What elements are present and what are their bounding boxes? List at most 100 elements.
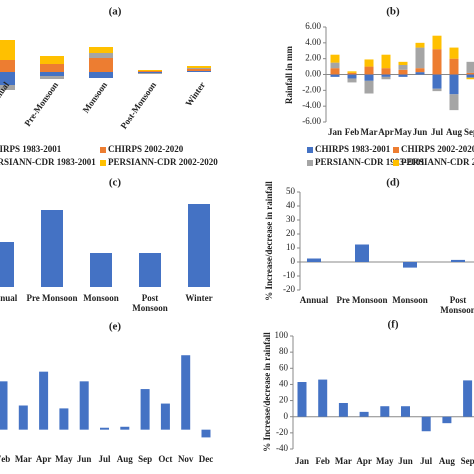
bar-segment [330,62,340,69]
bar-segment [330,68,340,75]
bar-segment [381,74,391,77]
y-axis-label: Rainfall in mm [284,46,294,105]
x-tick-label: Feb [344,127,360,137]
bar-segment [364,66,374,75]
x-tick-label: Aug [445,127,462,137]
bar-segment [89,72,113,78]
bar-segment [138,73,162,74]
y-tick-label: -4.00 [302,100,321,110]
y-tick-label: 20 [286,228,296,238]
x-tick-label: Dec [198,454,214,464]
bar-segment [449,94,459,111]
bar-segment [415,68,425,73]
bar-segment [138,71,162,72]
bar [139,253,161,287]
x-tick-label: Mar [360,127,378,137]
y-tick-label: -2.00 [302,84,321,94]
panel-title: (b) [386,6,400,18]
bar-segment [40,64,64,72]
bar [359,411,369,417]
bar-segment [0,40,15,60]
x-tick-label: Mar [334,456,352,466]
bar-segment [364,80,374,94]
bar-segment [415,42,425,48]
bar [0,381,8,430]
x-tick-label: Post Monsoon [440,295,474,315]
panel-title: (e) [109,321,122,333]
x-tick-label: Post Monsoon [132,293,168,313]
bar-segment [432,35,442,50]
legend-label: CHIRPS 1983-2001 [315,144,391,154]
bar [403,262,417,268]
y-tick-label: 80 [279,346,289,356]
x-tick-label: Sep [138,454,153,464]
bar [297,382,307,417]
x-tick-label: Annual [299,295,329,305]
x-tick-label: Sep [460,456,474,466]
bar-segment [330,74,340,77]
x-tick-label: Monsoon [392,295,428,305]
bar-segment [466,61,474,73]
x-tick-label: Oct [158,454,173,464]
bar-segment [187,66,211,68]
x-tick-label: Aug [438,456,455,466]
x-tick-label: Jun [398,456,413,466]
legend-swatch [100,147,106,153]
y-tick-label: 50 [286,186,296,196]
bar-segment [138,72,162,73]
bar [79,381,89,430]
bar-segment [398,74,408,77]
bar-segment [364,74,374,81]
bar-segment [347,71,357,73]
y-tick-label: 30 [286,214,296,224]
bar-segment [381,68,391,75]
bar [307,258,321,262]
bar [355,244,369,262]
y-tick-label: 2.00 [305,53,321,63]
legend-label: CHIRPS 2002-2020 [401,144,474,154]
bar-segment [432,88,442,92]
legend-swatch [393,160,399,166]
bar-segment [432,49,442,75]
legend-label: PERSIANN-CDR 1983-2001 [315,157,425,167]
x-tick-label: Annual [0,293,18,303]
bar-segment [466,74,474,78]
bar-segment [415,72,425,75]
x-tick-label: Jan [294,456,309,466]
y-tick-label: 0.00 [305,69,321,79]
bar-segment [187,68,211,69]
x-tick-label: Feb [0,454,11,464]
panel-title: (c) [109,177,122,189]
bar-segment [466,72,474,75]
y-tick-label: -6.00 [302,116,321,126]
y-tick-label: 6.00 [305,21,321,31]
legend-swatch [307,160,313,166]
bar-segment [398,69,408,75]
x-tick-label: Feb [315,456,330,466]
bar-segment [347,78,357,83]
legend-label: PERSIANN-CDR 2002-2020 [108,157,218,167]
bar-segment [0,60,15,72]
legend-label: CHIRPS 1983-2001 [0,144,62,154]
bar [100,427,109,430]
y-tick-label: 0 [284,411,289,421]
bar [90,253,112,287]
x-tick-label: Jan [327,127,342,137]
x-tick-label: May [394,127,412,137]
y-tick-label: 100 [275,330,289,340]
bar-segment [449,74,459,95]
bar [442,416,452,424]
bar-segment [449,58,459,75]
x-tick-label: Sep [463,127,474,137]
x-tick-label: Pre Monsoon [26,293,78,303]
y-tick-label: -10 [283,270,295,280]
bar [201,429,211,438]
bar-segment [40,72,64,76]
y-tick-label: 4.00 [305,37,321,47]
panel-title: (a) [109,6,122,18]
legend-label: PERSIANN-CDR 2002-2020 [401,157,474,167]
bar-segment [0,85,15,90]
bar-segment [398,65,408,70]
x-tick-label: Jul [420,456,433,466]
